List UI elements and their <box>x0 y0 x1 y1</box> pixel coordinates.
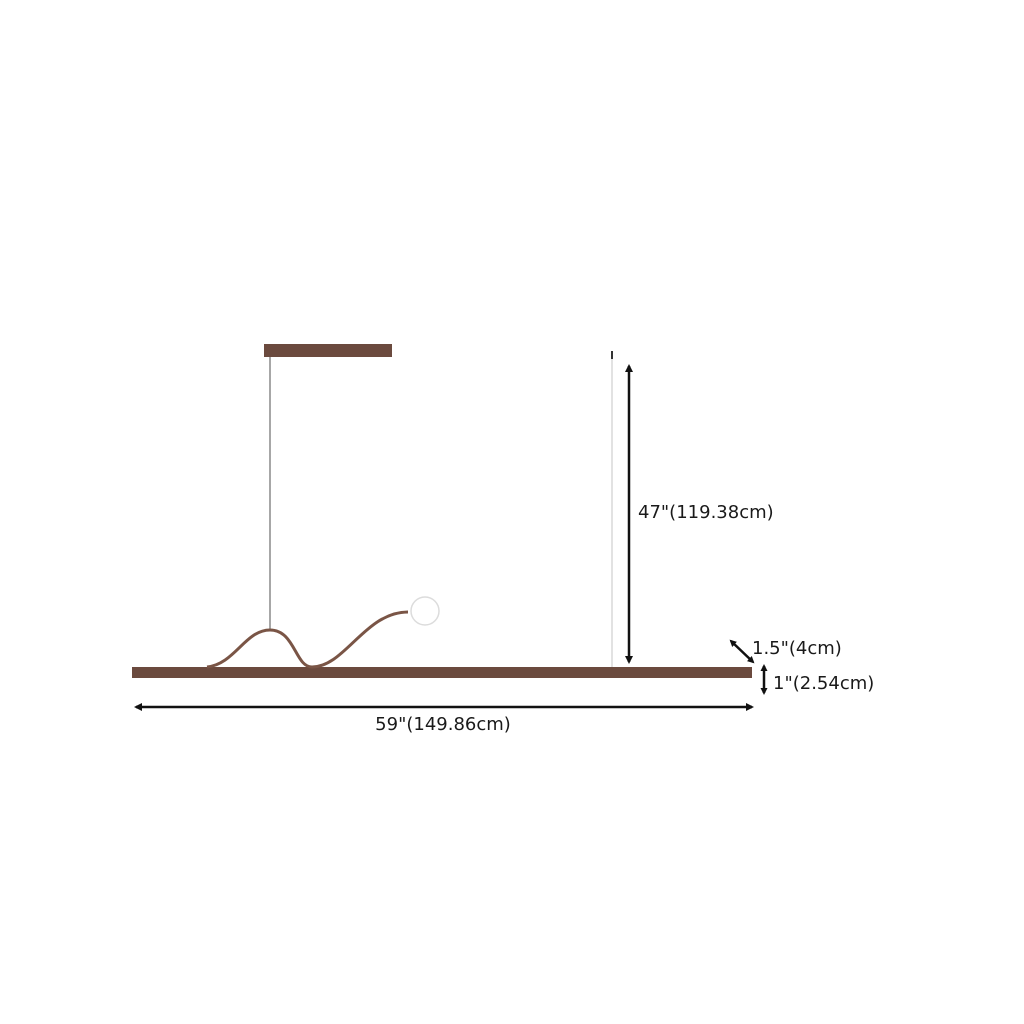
wave-arm <box>206 610 409 669</box>
globe-bulb <box>410 596 440 626</box>
light-bar <box>132 667 752 678</box>
depth-label: 1.5"(4cm) <box>752 638 842 659</box>
ceiling-canopy <box>264 344 392 357</box>
height-label: 47"(119.38cm) <box>638 502 774 523</box>
depth-arrow <box>729 639 755 664</box>
thickness-label: 1"(2.54cm) <box>773 673 874 694</box>
length-label: 59"(149.86cm) <box>375 714 511 735</box>
